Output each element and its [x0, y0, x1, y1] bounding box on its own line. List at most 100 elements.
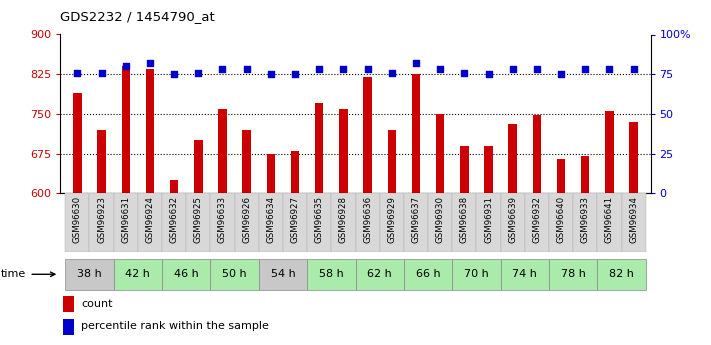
- Bar: [436, 114, 444, 193]
- Text: 66 h: 66 h: [416, 269, 440, 279]
- Bar: [484, 146, 493, 193]
- Bar: [387, 130, 396, 193]
- Bar: [90, 193, 114, 252]
- Bar: [162, 259, 210, 290]
- Bar: [573, 193, 597, 252]
- Point: [459, 70, 470, 75]
- Text: percentile rank within the sample: percentile rank within the sample: [81, 322, 269, 332]
- Bar: [428, 193, 452, 252]
- Text: 70 h: 70 h: [464, 269, 488, 279]
- Text: GSM96927: GSM96927: [291, 196, 299, 243]
- Text: GSM96924: GSM96924: [146, 196, 154, 243]
- Bar: [476, 193, 501, 252]
- Point: [362, 67, 373, 72]
- Text: GSM96635: GSM96635: [315, 196, 324, 243]
- Bar: [404, 259, 452, 290]
- Bar: [412, 74, 420, 193]
- Point: [410, 60, 422, 66]
- Text: GSM96933: GSM96933: [581, 196, 589, 243]
- Bar: [597, 259, 646, 290]
- Text: count: count: [81, 299, 112, 309]
- Bar: [114, 193, 138, 252]
- Text: GSM96633: GSM96633: [218, 196, 227, 243]
- Bar: [339, 109, 348, 193]
- Bar: [242, 130, 251, 193]
- Text: GSM96925: GSM96925: [194, 196, 203, 243]
- Point: [96, 70, 107, 75]
- Text: GSM96631: GSM96631: [122, 196, 130, 243]
- Point: [604, 67, 615, 72]
- Text: GSM96637: GSM96637: [412, 196, 420, 243]
- Bar: [186, 193, 210, 252]
- Point: [72, 70, 83, 75]
- Point: [628, 67, 639, 72]
- Point: [265, 71, 277, 77]
- Point: [193, 70, 204, 75]
- Bar: [508, 125, 517, 193]
- Text: 62 h: 62 h: [368, 269, 392, 279]
- Point: [555, 71, 567, 77]
- Point: [338, 67, 349, 72]
- Point: [169, 71, 180, 77]
- Text: GSM96634: GSM96634: [267, 196, 275, 243]
- Bar: [122, 66, 130, 193]
- Text: GDS2232 / 1454790_at: GDS2232 / 1454790_at: [60, 10, 215, 23]
- Text: GSM96929: GSM96929: [387, 196, 396, 243]
- Bar: [210, 259, 259, 290]
- Bar: [283, 193, 307, 252]
- Point: [217, 67, 228, 72]
- Bar: [533, 115, 541, 193]
- Bar: [291, 151, 299, 193]
- Text: GSM96636: GSM96636: [363, 196, 372, 243]
- Point: [144, 60, 156, 66]
- Bar: [73, 93, 82, 193]
- Text: 54 h: 54 h: [271, 269, 295, 279]
- Bar: [218, 109, 227, 193]
- Point: [120, 63, 132, 69]
- Text: GSM96639: GSM96639: [508, 196, 517, 243]
- Text: GSM96930: GSM96930: [436, 196, 444, 243]
- Text: GSM96640: GSM96640: [557, 196, 565, 243]
- Text: GSM96926: GSM96926: [242, 196, 251, 243]
- Point: [314, 67, 325, 72]
- Bar: [597, 193, 621, 252]
- Bar: [315, 103, 324, 193]
- Bar: [259, 259, 307, 290]
- Bar: [356, 259, 404, 290]
- Bar: [363, 77, 372, 193]
- Bar: [501, 259, 549, 290]
- Bar: [557, 159, 565, 193]
- Bar: [65, 259, 114, 290]
- Text: time: time: [1, 269, 55, 279]
- Bar: [146, 69, 154, 193]
- Bar: [404, 193, 428, 252]
- Point: [386, 70, 397, 75]
- Bar: [525, 193, 549, 252]
- Bar: [267, 154, 275, 193]
- Bar: [170, 180, 178, 193]
- Text: GSM96641: GSM96641: [605, 196, 614, 243]
- Text: GSM96931: GSM96931: [484, 196, 493, 243]
- Point: [579, 67, 591, 72]
- Text: 82 h: 82 h: [609, 269, 634, 279]
- Bar: [460, 146, 469, 193]
- Bar: [331, 193, 356, 252]
- Bar: [356, 193, 380, 252]
- Bar: [114, 259, 162, 290]
- Point: [483, 71, 494, 77]
- Text: GSM96923: GSM96923: [97, 196, 106, 243]
- Point: [241, 67, 252, 72]
- Bar: [380, 193, 404, 252]
- Bar: [501, 193, 525, 252]
- Text: 46 h: 46 h: [173, 269, 198, 279]
- Bar: [65, 193, 90, 252]
- Text: GSM96932: GSM96932: [533, 196, 541, 243]
- Bar: [162, 193, 186, 252]
- Bar: [629, 122, 638, 193]
- Text: 74 h: 74 h: [513, 269, 538, 279]
- Text: 78 h: 78 h: [561, 269, 586, 279]
- Bar: [452, 193, 476, 252]
- Text: 38 h: 38 h: [77, 269, 102, 279]
- Bar: [235, 193, 259, 252]
- Bar: [63, 319, 74, 335]
